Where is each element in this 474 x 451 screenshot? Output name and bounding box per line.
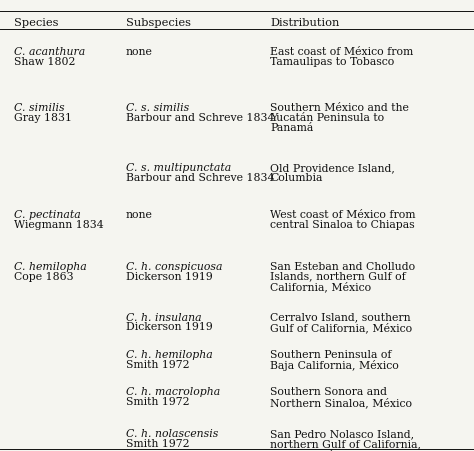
Text: Old Providence Island,: Old Providence Island,: [270, 163, 395, 173]
Text: Sonora, México: Sonora, México: [270, 449, 356, 451]
Text: Dickerson 1919: Dickerson 1919: [126, 322, 212, 332]
Text: northern Gulf of California,: northern Gulf of California,: [270, 439, 421, 449]
Text: Cerralvo Island, southern: Cerralvo Island, southern: [270, 313, 411, 322]
Text: Species: Species: [14, 18, 59, 28]
Text: Gulf of California, México: Gulf of California, México: [270, 322, 412, 333]
Text: Dickerson 1919: Dickerson 1919: [126, 272, 212, 281]
Text: none: none: [126, 210, 153, 220]
Text: Northern Sinaloa, México: Northern Sinaloa, México: [270, 397, 412, 408]
Text: Yucatán Peninsula to: Yucatán Peninsula to: [270, 113, 384, 123]
Text: Subspecies: Subspecies: [126, 18, 191, 28]
Text: none: none: [126, 47, 153, 57]
Text: C. h. conspicuosa: C. h. conspicuosa: [126, 262, 222, 272]
Text: C. s. similis: C. s. similis: [126, 103, 189, 113]
Text: Southern Sonora and: Southern Sonora and: [270, 387, 387, 397]
Text: C. h. macrolopha: C. h. macrolopha: [126, 387, 220, 397]
Text: C. s. multipunctata: C. s. multipunctata: [126, 163, 231, 173]
Text: C. pectinata: C. pectinata: [14, 210, 81, 220]
Text: Barbour and Schreve 1834: Barbour and Schreve 1834: [126, 173, 274, 183]
Text: C. h. nolascensis: C. h. nolascensis: [126, 429, 218, 439]
Text: central Sinaloa to Chiapas: central Sinaloa to Chiapas: [270, 220, 415, 230]
Text: C. hemilopha: C. hemilopha: [14, 262, 87, 272]
Text: Shaw 1802: Shaw 1802: [14, 57, 76, 67]
Text: Wiegmann 1834: Wiegmann 1834: [14, 220, 104, 230]
Text: Southern Peninsula of: Southern Peninsula of: [270, 350, 392, 360]
Text: C. h. insulana: C. h. insulana: [126, 313, 201, 322]
Text: Smith 1972: Smith 1972: [126, 360, 189, 370]
Text: East coast of México from: East coast of México from: [270, 47, 413, 57]
Text: Southern México and the: Southern México and the: [270, 103, 409, 113]
Text: Baja California, México: Baja California, México: [270, 360, 399, 371]
Text: Distribution: Distribution: [270, 18, 339, 28]
Text: Gray 1831: Gray 1831: [14, 113, 72, 123]
Text: Barbour and Schreve 1834: Barbour and Schreve 1834: [126, 113, 274, 123]
Text: San Pedro Nolasco Island,: San Pedro Nolasco Island,: [270, 429, 414, 439]
Text: Smith 1972: Smith 1972: [126, 439, 189, 449]
Text: San Esteban and Cholludo: San Esteban and Cholludo: [270, 262, 415, 272]
Text: C. similis: C. similis: [14, 103, 65, 113]
Text: Panamá: Panamá: [270, 123, 313, 133]
Text: California, México: California, México: [270, 281, 371, 292]
Text: Cope 1863: Cope 1863: [14, 272, 74, 281]
Text: Islands, northern Gulf of: Islands, northern Gulf of: [270, 272, 406, 281]
Text: Columbia: Columbia: [270, 173, 322, 183]
Text: Smith 1972: Smith 1972: [126, 397, 189, 407]
Text: Tamaulipas to Tobasco: Tamaulipas to Tobasco: [270, 57, 394, 67]
Text: C. acanthura: C. acanthura: [14, 47, 85, 57]
Text: West coast of México from: West coast of México from: [270, 210, 416, 220]
Text: C. h. hemilopha: C. h. hemilopha: [126, 350, 212, 360]
